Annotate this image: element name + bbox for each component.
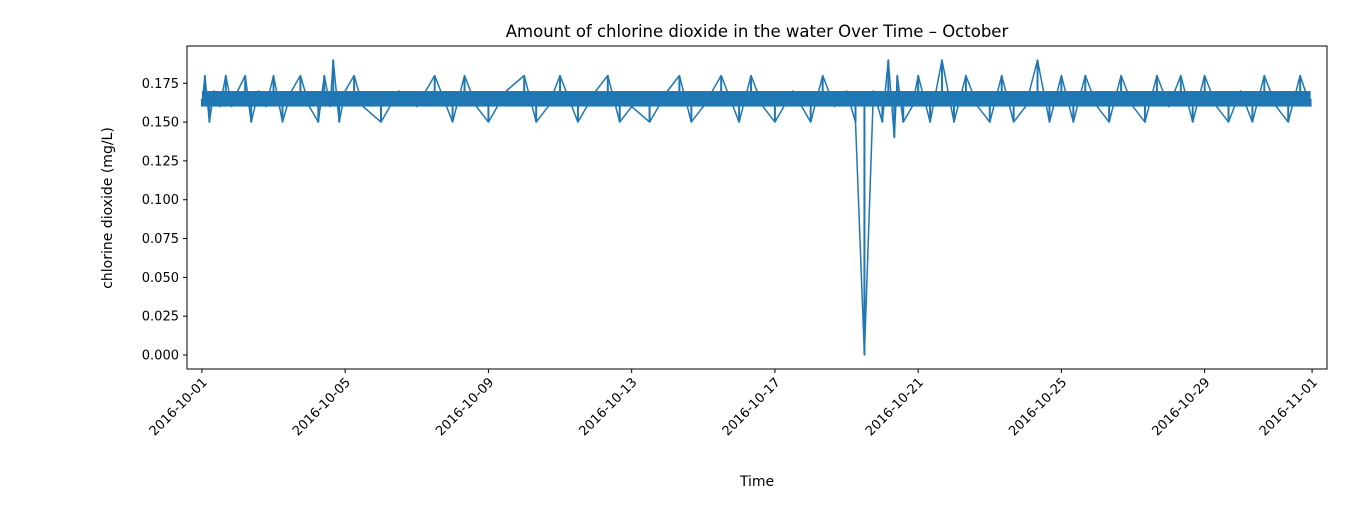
x-axis-label: Time: [739, 474, 774, 490]
y-tick-label: 0.050: [142, 271, 179, 286]
x-tick-label: 2016-10-01: [147, 375, 211, 439]
plot-area: [186, 45, 1328, 370]
y-tick-label: 0.075: [142, 232, 179, 247]
y-axis-label: chlorine dioxide (mg/L): [100, 127, 116, 289]
y-tick-label: 0.000: [142, 349, 179, 364]
x-tick-label: 2016-11-01: [1257, 375, 1321, 439]
x-tick-label: 2016-10-05: [290, 375, 354, 439]
series-baseline-band: [201, 91, 1311, 107]
x-tick-label: 2016-10-21: [863, 375, 927, 439]
x-tick-label: 2016-10-13: [576, 375, 640, 439]
y-tick-label: 0.025: [142, 310, 179, 325]
series-layer: [200, 59, 1312, 356]
series-line: [201, 59, 1312, 356]
y-tick-label: 0.175: [142, 77, 179, 92]
plot-frame: [186, 45, 1328, 370]
x-axis: 2016-10-01 2016-10-05 2016-10-09 2016-10-13…: [147, 369, 1321, 439]
y-tick-label: 0.150: [142, 116, 179, 131]
x-tick-label: 2016-10-09: [433, 375, 497, 439]
x-tick-label: 2016-10-25: [1006, 375, 1070, 439]
y-tick-label: 0.125: [142, 154, 179, 169]
x-tick-label: 2016-10-17: [720, 375, 784, 439]
chart-title: Amount of chlorine dioxide in the water …: [506, 22, 1009, 41]
y-axis: 0.000 0.025 0.050 0.075 0.100 0.125 0.150 0.175: [142, 77, 187, 364]
y-tick-label: 0.100: [142, 193, 179, 208]
x-tick-label: 2016-10-29: [1149, 375, 1213, 439]
